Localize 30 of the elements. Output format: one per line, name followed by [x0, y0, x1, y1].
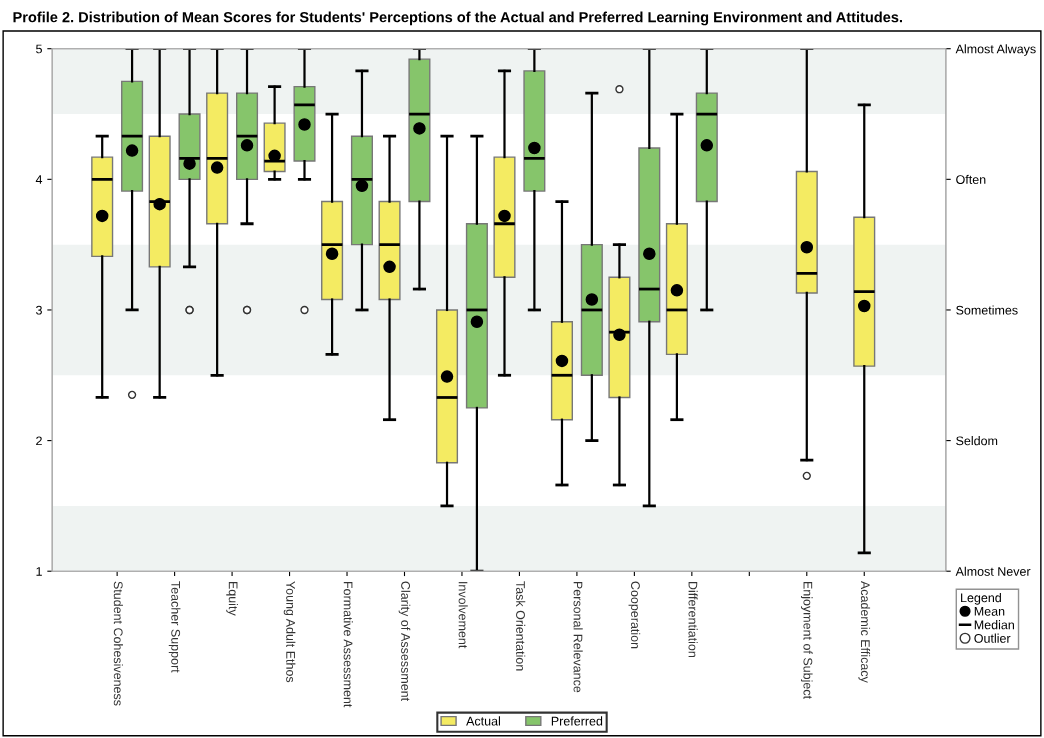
x-tick-label: Task Orientation — [516, 581, 526, 671]
category-label: Seldom — [956, 436, 998, 446]
x-tick-label: Enjoyment of Subject — [800, 581, 813, 699]
category-label: Sometimes — [956, 305, 1018, 315]
x-tick-label: Formative Assessment — [343, 581, 353, 708]
text: Mean — [974, 607, 1005, 616]
y-tick-label: 1 — [36, 567, 42, 576]
y-tick-label: 5 — [36, 44, 42, 54]
category-label: Almost Always — [955, 44, 1036, 56]
x-tick-label: Personal Relevance — [573, 581, 583, 693]
x-tick-label: Teacher Support — [168, 581, 181, 673]
x-tick-label: Young Adult Ethos — [283, 581, 296, 683]
x-tick-label: Cooperation — [628, 581, 641, 649]
x-tick-label: Involvement — [458, 582, 468, 649]
x-tick-label: Equity — [226, 581, 238, 616]
text: Median — [974, 620, 1014, 630]
x-tick-label: Differentiation — [688, 581, 698, 658]
x-tick-label: Clarity of Assessment — [398, 581, 411, 702]
y-tick-label: 3 — [36, 305, 42, 315]
y-tick-label: 2 — [36, 436, 42, 446]
legend-label: Preferred — [551, 716, 603, 726]
legend-label: Actual — [466, 716, 500, 726]
category-label: Almost Never — [955, 566, 1031, 576]
x-tick-label: Student Cohesiveness — [113, 581, 123, 706]
x-tick-label: Academic Efficacy — [858, 580, 871, 683]
category-label: Often — [956, 174, 986, 184]
y-tick-label: 4 — [35, 175, 43, 184]
text: Outlier — [974, 633, 1011, 643]
chart-title: Profile 2. Distribution of Mean Scores for Students' Perceptions of the Actual and Preferred Learning Environment and Attitudes. — [13, 11, 902, 26]
legend-title: Legend — [961, 593, 1001, 605]
